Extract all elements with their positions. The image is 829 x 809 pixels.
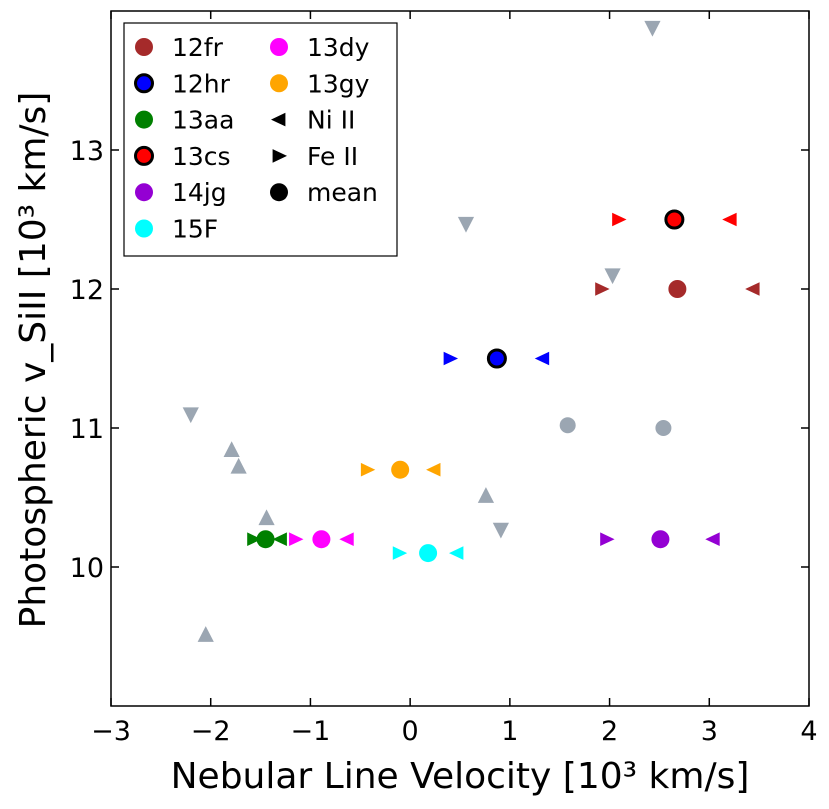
mean-marker-13gy [391,460,410,479]
legend-box [123,22,398,257]
fe-ii-marker-13cs [612,212,627,227]
fe-ii-marker-12hr [443,351,459,366]
mean-marker-12hr [486,348,507,369]
mean-marker-13cs [664,209,685,230]
legend-entry-12fr-label: 12fr [172,33,224,62]
plot-layer [182,20,760,642]
plot-frame [110,10,810,707]
x-tick-label-7: 4 [800,716,817,747]
x-tick-label-2: −1 [291,716,331,747]
gray-triangle-down-point-0 [182,407,199,424]
ni-ii-marker-15F [449,546,464,560]
legend-entry-14jg-marker [135,183,153,202]
legend-entry-13cs-marker [134,145,154,166]
legend-entry-fe-ii-label: Fe II [307,142,358,171]
x-tick-label-6: 3 [701,716,718,747]
ni-ii-marker-12fr [745,282,760,296]
x-tick-label-0: −3 [91,716,131,747]
gray-triangle-up-point-4 [197,626,214,642]
x-axis-label: Nebular Line Velocity [10³ km/s] [171,756,750,797]
fe-ii-marker-12fr [595,282,610,296]
gray-triangle-up-point-0 [223,441,240,457]
x-tick-label-1: −2 [191,716,231,747]
fe-ii-marker-13aa [247,532,262,546]
ni-ii-marker-14jg [705,532,720,546]
legend-entry-13aa-marker [135,110,153,129]
legend-entry-mean-marker [270,183,288,202]
legend-entry-13dy-marker [270,38,288,56]
x-tick-label-3: 0 [402,716,419,747]
gray-circle-point-1 [655,420,672,436]
fe-ii-marker-13dy [289,532,304,546]
x-tick-label-5: 2 [601,716,618,747]
fe-ii-marker-15F [392,546,408,560]
legend-entry-13gy-marker [270,74,288,93]
y-tick-label-1: 11 [70,414,104,445]
legend-entry-14jg-label: 14jg [172,178,227,207]
legend: 12fr 12hr 13aa 13cs 14jg 15F 13dy 13gy Ni II Fe I… [123,22,398,257]
gray-triangle-down-point-3 [492,522,509,539]
ni-ii-marker-12hr [534,351,550,366]
mean-marker-13dy [312,530,331,549]
legend-entry-13gy-label: 13gy [307,69,370,98]
mean-marker-14jg [651,530,670,549]
legend-entry-13aa-label: 13aa [172,106,234,135]
ni-ii-marker-13cs [722,212,737,227]
mean-marker-12fr [668,280,687,298]
legend-entry-ni-ii-marker [271,112,286,127]
y-axis-label: Photospheric v_SiII [10³ km/s] [13,92,54,629]
legend-entry-13dy-label: 13dy [307,33,370,62]
mean-marker-15F [419,544,438,563]
mean-marker-13aa [256,530,275,549]
ni-ii-marker-13dy [339,532,354,546]
gray-triangle-down-point-1 [457,216,475,233]
y-tick-label-0: 10 [70,553,104,584]
legend-entry-mean-label: mean [307,178,378,207]
ni-ii-marker-13gy [426,462,441,477]
fe-ii-marker-13gy [360,462,376,477]
legend-entry-ni-ii-label: Ni II [307,106,355,135]
gray-triangle-down-point-4 [644,20,661,37]
gray-triangle-up-point-2 [258,509,275,526]
gray-triangle-down-point-2 [604,268,621,285]
ni-ii-marker-13aa [272,532,287,546]
legend-entry-12fr-marker [135,38,153,56]
gray-triangle-up-point-3 [477,487,495,503]
y-tick-label-2: 12 [70,275,104,306]
legend-entry-12hr-label: 12hr [172,69,231,98]
fe-ii-marker-14jg [600,532,615,546]
y-tick-label-3: 13 [70,136,104,167]
legend-entry-12hr-marker [134,73,154,94]
legend-entry-fe-ii-marker [272,149,287,163]
gray-triangle-up-point-1 [230,457,247,474]
legend-entry-15f-marker [135,219,153,238]
x-tick-label-4: 1 [501,716,518,747]
legend-entry-15f-label: 15F [172,215,218,244]
legend-entry-13cs-label: 13cs [172,142,231,171]
gray-circle-point-0 [559,417,576,434]
